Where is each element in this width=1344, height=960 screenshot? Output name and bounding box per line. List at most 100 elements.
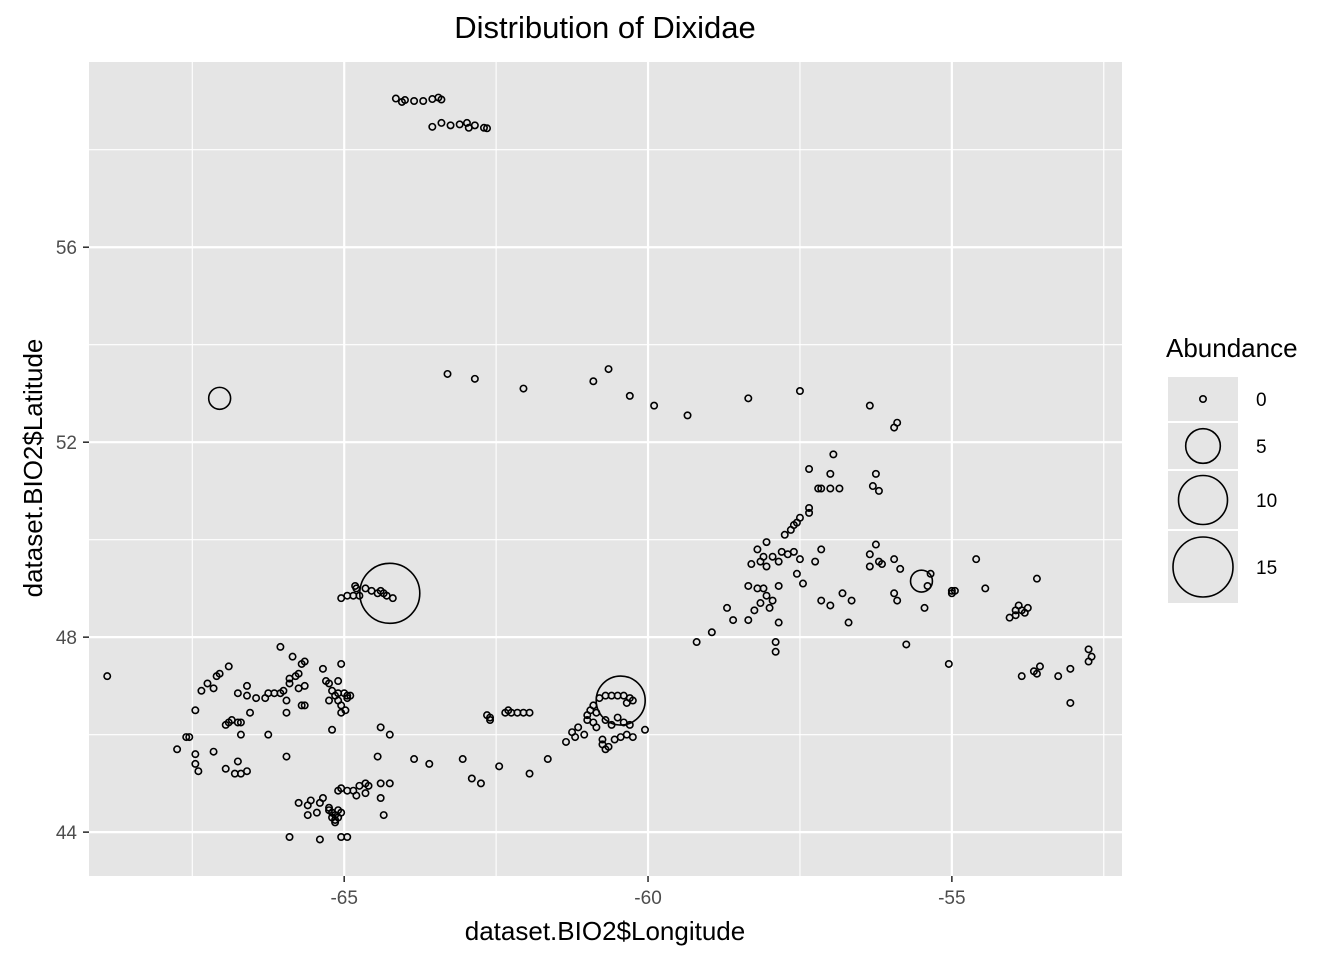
data-point: [826, 484, 835, 493]
data-point: [242, 767, 251, 776]
data-point: [233, 757, 242, 766]
data-point: [589, 377, 598, 386]
data-point: [236, 730, 245, 739]
data-point: [792, 569, 801, 578]
data-point: [479, 123, 488, 132]
data-point: [318, 794, 327, 803]
data-points: [103, 93, 1096, 844]
data-point: [729, 616, 738, 625]
data-point: [300, 701, 309, 710]
legend-key-circle: [1172, 536, 1234, 598]
data-point: [337, 808, 346, 817]
data-point: [376, 779, 385, 788]
legend-key-circle: [1199, 394, 1208, 403]
data-point: [622, 698, 631, 707]
y-axis: 44 48 52 56: [56, 238, 89, 844]
data-point: [650, 401, 659, 410]
data-point: [774, 581, 783, 590]
data-point: [242, 681, 251, 690]
data-point: [874, 486, 883, 495]
data-point: [604, 742, 613, 751]
x-axis-title: dataset.BIO2$Longitude: [465, 916, 745, 946]
data-point: [486, 713, 495, 722]
data-point: [756, 599, 765, 608]
data-point: [805, 503, 814, 512]
data-point: [847, 596, 856, 605]
data-point: [486, 716, 495, 725]
data-point: [285, 674, 294, 683]
y-axis-title: dataset.BIO2$Latitude: [18, 339, 48, 598]
data-point: [476, 779, 485, 788]
data-point: [182, 733, 191, 742]
data-point: [334, 677, 343, 686]
data-point: [242, 691, 251, 700]
data-point: [1066, 698, 1075, 707]
data-point: [950, 586, 959, 595]
data-point: [829, 450, 838, 459]
data-point: [328, 725, 337, 734]
data-point: [361, 789, 370, 798]
data-point: [890, 423, 899, 432]
data-point: [628, 733, 637, 742]
data-point: [343, 694, 352, 703]
data-point: [233, 689, 242, 698]
data-point: [762, 538, 771, 547]
legend-label: 15: [1256, 558, 1277, 579]
data-point: [315, 835, 324, 844]
data-point: [343, 691, 352, 700]
data-point: [385, 730, 394, 739]
x-tick-label: -60: [634, 888, 661, 909]
data-point: [771, 638, 780, 647]
legend-key-background: [1168, 471, 1238, 529]
data-point: [373, 752, 382, 761]
y-tick-label: 48: [56, 628, 77, 649]
data-point: [282, 752, 291, 761]
data-point: [1035, 662, 1044, 671]
data-point: [947, 586, 956, 595]
data-point: [337, 701, 346, 710]
data-point: [318, 664, 327, 673]
data-point: [944, 659, 953, 668]
major-gridlines: [89, 62, 1122, 876]
data-point: [571, 733, 580, 742]
data-point: [285, 679, 294, 688]
data-point: [462, 118, 471, 127]
data-point: [325, 696, 334, 705]
data-point: [391, 94, 400, 103]
data-point: [768, 552, 777, 561]
data-point: [1032, 574, 1041, 583]
data-point: [343, 591, 352, 600]
data-point: [583, 711, 592, 720]
data-point: [923, 581, 932, 590]
data-point: [303, 811, 312, 820]
data-point: [592, 708, 601, 717]
data-point: [203, 679, 212, 688]
data-point: [1066, 664, 1075, 673]
data-point: [355, 591, 364, 600]
data-point: [762, 591, 771, 600]
data-point: [276, 642, 285, 651]
data-point: [817, 484, 826, 493]
data-point: [798, 579, 807, 588]
data-point: [173, 745, 182, 754]
data-point: [306, 796, 315, 805]
data-point: [920, 603, 929, 612]
chart-title: Distribution of Dixidae: [454, 10, 756, 45]
data-point: [191, 759, 200, 768]
data-point: [443, 369, 452, 378]
data-point: [613, 713, 622, 722]
data-point: [747, 560, 756, 569]
data-point: [437, 118, 446, 127]
data-point: [434, 93, 443, 102]
data-point: [592, 723, 601, 732]
data-point: [692, 638, 701, 647]
data-point: [893, 596, 902, 605]
data-point: [312, 808, 321, 817]
data-point: [625, 391, 634, 400]
legend-key-background: [1168, 377, 1238, 421]
legend-key-circle: [1177, 474, 1229, 526]
data-point: [446, 121, 455, 130]
data-point: [282, 708, 291, 717]
data-point: [364, 781, 373, 790]
data-point: [425, 759, 434, 768]
